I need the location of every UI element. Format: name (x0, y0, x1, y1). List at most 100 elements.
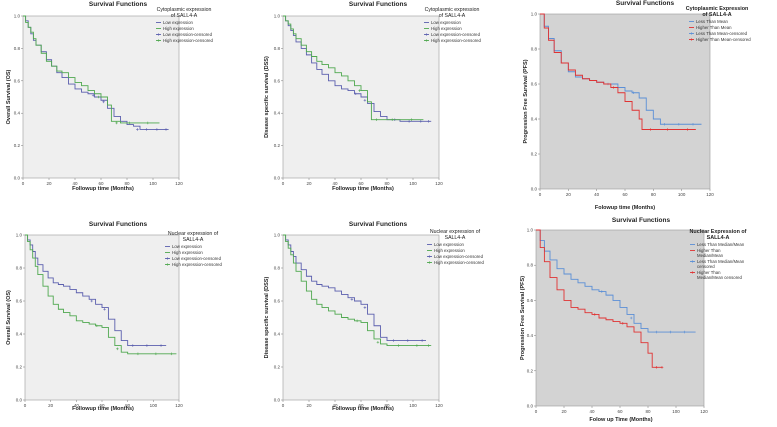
censor-mark (415, 344, 419, 347)
censor-mark (632, 91, 635, 95)
x-tick-label: 120 (435, 403, 443, 408)
x-tick-label: 120 (435, 181, 443, 186)
y-tick-label: 0.8 (274, 46, 281, 51)
chart-title: Survival Functions (89, 1, 148, 8)
censor-mark (691, 122, 695, 126)
series-line-low (536, 229, 696, 333)
legend-title: Cytoplasmic Expression (686, 6, 749, 12)
censor-mark (128, 121, 131, 125)
censor-mark (103, 307, 106, 311)
legend-censor-swatch (166, 257, 169, 260)
censor-mark (363, 98, 367, 102)
y-tick-label: 0.6 (531, 82, 538, 87)
y-tick-label: 0.8 (16, 266, 23, 271)
x-tick-label: 20 (306, 403, 312, 408)
censor-mark (629, 316, 633, 320)
y-tick-label: 0.0 (274, 398, 281, 403)
x-tick-label: 20 (566, 192, 572, 197)
legend-entry: High expression-censored (172, 262, 223, 267)
censor-mark (350, 298, 354, 301)
censor-mark (354, 92, 358, 96)
censor-mark (612, 86, 615, 89)
legend-title: Nuclear expression of (168, 231, 219, 237)
y-tick-label: 0.6 (527, 298, 534, 303)
censor-mark (407, 120, 411, 123)
y-tick-label: 0.4 (531, 117, 538, 122)
censor-mark (655, 365, 658, 369)
y-axis-label: Progression Free Survival (PFS) (523, 59, 529, 143)
chart-title: Survival Functions (616, 0, 675, 7)
x-tick-label: 60 (358, 181, 364, 186)
y-tick-label: 0.0 (531, 187, 538, 192)
legend-censor-swatch (166, 263, 169, 266)
legend-entry: Higher Than (697, 248, 721, 253)
y-tick-label: 0.2 (274, 365, 281, 370)
x-tick-label: 0 (282, 181, 285, 186)
chart-panel-bottom-middle: Survival Functions 0.0 0.2 0.4 0.6 0.8 1.0 0 20 4… (264, 221, 485, 412)
x-tick-label: 60 (358, 403, 364, 408)
censor-mark (683, 330, 686, 334)
series-line-high (283, 15, 424, 121)
x-axis-label: Folowup time (Months) (595, 205, 655, 211)
y-tick-label: 0.2 (14, 143, 21, 148)
x-tick-label: 100 (672, 409, 680, 414)
x-tick-label: 80 (125, 403, 131, 408)
x-tick-label: 40 (74, 403, 80, 408)
x-tick-label: 100 (409, 181, 417, 186)
legend-censor-swatch (425, 33, 428, 36)
x-tick-label: 20 (46, 181, 52, 186)
x-tick-label: 40 (594, 192, 600, 197)
censor-mark (621, 321, 625, 325)
y-tick-label: 1.0 (274, 233, 281, 238)
censor-mark (116, 347, 119, 351)
censor-mark (660, 365, 664, 369)
y-tick-label: 0.0 (274, 176, 281, 181)
x-tick-label: 60 (622, 192, 628, 197)
y-tick-label: 0.6 (274, 299, 281, 304)
series-line-low (25, 234, 167, 346)
censor-mark (406, 339, 410, 342)
legend-entry: Higher Than (697, 270, 721, 275)
series-line-low (23, 15, 169, 130)
y-axis-label: Overall Survival (OS) (6, 290, 12, 345)
y-axis-label: Progression Free Survival (PFS) (520, 276, 526, 360)
y-tick-label: 0.8 (531, 47, 538, 52)
censor-mark (102, 100, 105, 104)
chart-panel-bottom-left: Survival Functions 0.0 0.2 0.4 0.6 0.8 1.0 0 20 4… (6, 221, 223, 412)
censor-mark (427, 344, 430, 347)
x-axis-label: Folow up Time (Months) (589, 417, 652, 423)
y-tick-label: 0.6 (274, 78, 281, 83)
legend-title: Cytoplasmic expression (425, 7, 480, 13)
y-tick-label: 1.0 (527, 228, 534, 233)
y-tick-label: 1.0 (16, 233, 23, 238)
legend-entry: Low expression-censored (172, 256, 222, 261)
censor-mark (593, 313, 597, 316)
chart-panel-top-middle: Survival Functions 0.0 0.2 0.4 0.6 0.8 1.0 0 20 4… (264, 1, 482, 192)
censor-mark (420, 339, 424, 342)
x-tick-label: 20 (306, 181, 312, 186)
censor-mark (90, 299, 94, 303)
y-tick-label: 1.0 (274, 14, 281, 19)
censor-mark (95, 324, 99, 328)
chart-title: Survival Functions (612, 217, 671, 224)
censor-mark (159, 344, 163, 347)
censor-mark (136, 352, 140, 356)
censor-mark (145, 128, 148, 131)
censor-mark (419, 120, 423, 123)
chart-title: Survival Functions (349, 1, 408, 8)
legend-censor-swatch (690, 38, 693, 41)
plot-area (24, 234, 180, 401)
y-tick-label: 0.6 (16, 299, 23, 304)
x-axis-label: Followup time (Months) (72, 186, 134, 192)
legend-entry: Less Than Mean (696, 19, 729, 24)
series-line-high (23, 15, 160, 124)
legend-entry: Median/Mean censored (697, 275, 743, 280)
chart-title: Survival Functions (349, 221, 408, 228)
x-tick-label: 100 (409, 403, 417, 408)
legend-entry: censored (697, 264, 715, 269)
y-tick-label: 0.4 (274, 111, 281, 116)
chart-title: Survival Functions (89, 221, 148, 228)
chart-panel-top-left: Survival Functions 0.0 0.2 0.4 0.6 0.8 1.0 0 20 4… (6, 1, 214, 192)
legend-entry: Low expression (434, 242, 464, 247)
